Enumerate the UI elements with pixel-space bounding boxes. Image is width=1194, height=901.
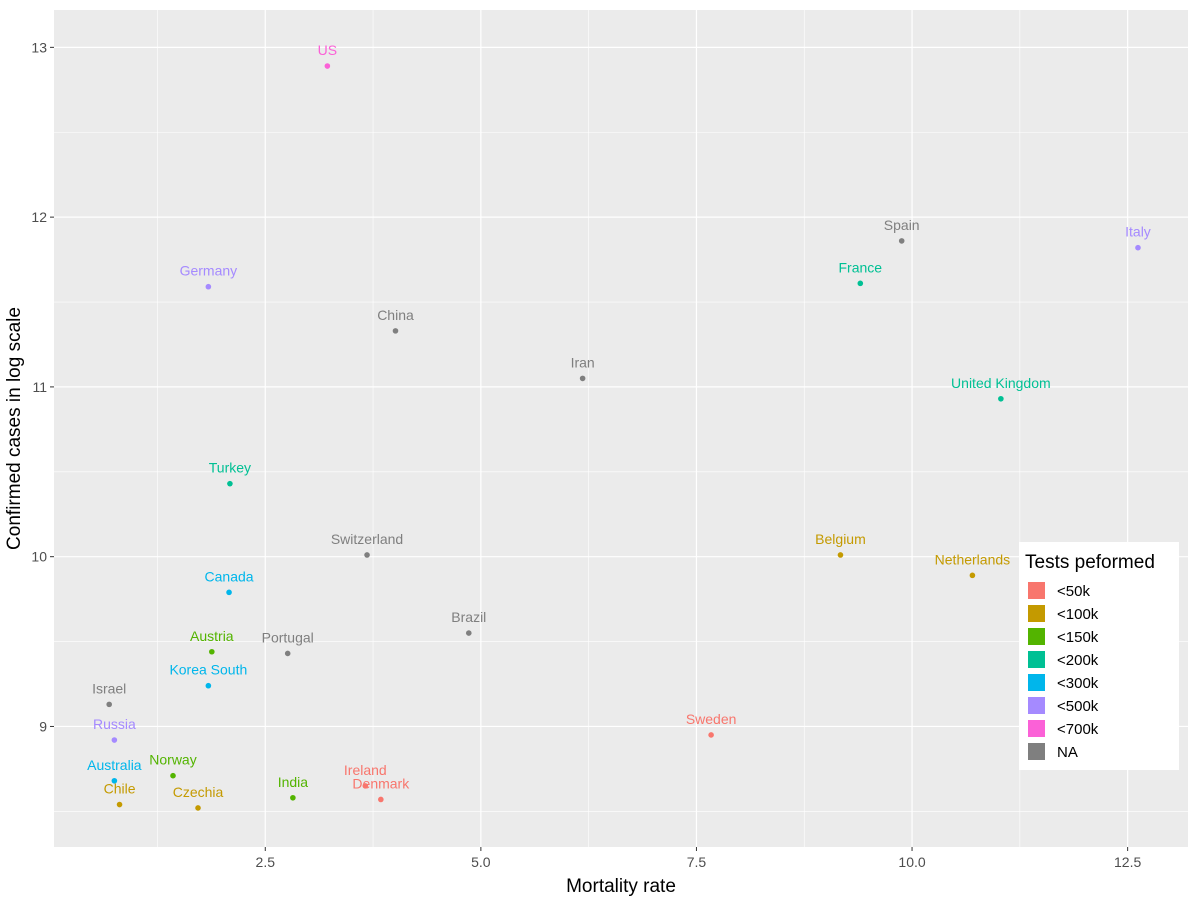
data-point	[392, 328, 399, 334]
point-label: Denmark	[352, 775, 410, 791]
data-points	[106, 63, 1141, 811]
point-label: France	[839, 259, 883, 275]
y-axis-title: Confirmed cases in log scale	[4, 307, 25, 550]
point-label: Ireland	[344, 762, 387, 778]
point-label: Chile	[104, 781, 136, 797]
legend-key	[1028, 605, 1045, 622]
major-gridlines	[54, 10, 1188, 847]
y-tick-label: 10	[31, 549, 47, 565]
minor-gridlines	[54, 10, 1188, 847]
legend-key	[1028, 720, 1045, 737]
point-labels: US Spain Italy Germany France China Iran United…	[87, 42, 1151, 800]
legend-label: <300k	[1057, 675, 1099, 692]
data-point	[324, 63, 331, 69]
x-tick-label: 10.0	[898, 854, 925, 870]
legend-key	[1028, 651, 1045, 668]
y-tick-label: 12	[31, 209, 47, 225]
data-point	[898, 238, 905, 244]
y-tick-label: 9	[39, 718, 47, 734]
point-label: Russia	[93, 716, 136, 732]
x-tick-label: 5.0	[471, 854, 491, 870]
legend-label: <100k	[1057, 606, 1099, 623]
legend-label: <150k	[1057, 629, 1099, 646]
x-axis: 2.5 5.0 7.5 10.0 12.5	[256, 847, 1141, 870]
data-point	[837, 552, 844, 558]
point-label: Brazil	[451, 609, 486, 625]
point-label: Sweden	[686, 711, 737, 727]
legend-label: <200k	[1057, 652, 1099, 669]
legend-key	[1028, 582, 1045, 599]
data-point	[969, 572, 976, 579]
legend-background	[1019, 542, 1179, 770]
point-label: Switzerland	[331, 531, 403, 547]
point-label: India	[278, 774, 309, 790]
y-tick-label: 11	[32, 379, 47, 395]
data-point	[205, 682, 212, 689]
legend-items: <50k <100k <150k <200k <300k <500k <700k NA	[1028, 582, 1099, 761]
point-label: Czechia	[173, 784, 224, 800]
legend: Tests peformed <50k<100k<150k<200k<300k<…	[1019, 542, 1179, 770]
point-label: China	[377, 307, 414, 323]
legend-label: <700k	[1057, 721, 1099, 738]
point-label: Iran	[571, 354, 595, 370]
data-point	[195, 805, 201, 811]
legend-key	[1028, 628, 1045, 645]
data-point	[170, 772, 176, 779]
data-point	[378, 796, 384, 803]
data-point	[106, 701, 112, 708]
x-tick-label: 7.5	[687, 854, 707, 870]
point-label: Australia	[87, 757, 142, 773]
legend-label: NA	[1057, 744, 1078, 761]
point-label: Turkey	[209, 460, 251, 476]
legend-label: <50k	[1057, 583, 1090, 600]
data-point	[111, 777, 118, 784]
data-point	[708, 732, 714, 738]
data-point	[1135, 244, 1141, 251]
point-label: Canada	[205, 568, 254, 584]
data-point	[205, 283, 212, 290]
legend-key	[1028, 674, 1045, 691]
data-point	[226, 589, 232, 596]
point-label: United Kingdom	[951, 375, 1051, 391]
x-axis-title: Mortality rate	[566, 876, 676, 897]
data-point	[465, 630, 472, 636]
point-label: Portugal	[262, 629, 314, 645]
y-tick-label: 13	[31, 39, 47, 55]
data-point	[227, 480, 233, 487]
legend-key	[1028, 743, 1045, 760]
point-label: Spain	[884, 217, 920, 233]
data-point	[998, 395, 1004, 402]
point-label: Norway	[149, 752, 196, 768]
point-label: Korea South	[169, 662, 247, 678]
data-point	[209, 648, 215, 655]
data-point	[284, 650, 291, 657]
data-point	[111, 737, 118, 743]
point-label: Austria	[190, 628, 234, 644]
legend-label: <500k	[1057, 698, 1099, 715]
x-tick-label: 12.5	[1114, 854, 1141, 870]
data-point	[116, 801, 123, 808]
y-axis: 9 10 11 12 13	[31, 39, 54, 734]
data-point	[364, 552, 370, 558]
legend-title: Tests peformed	[1025, 552, 1155, 573]
data-point	[362, 783, 369, 789]
point-label: Netherlands	[935, 551, 1011, 567]
legend-key	[1028, 697, 1045, 714]
data-point	[290, 794, 296, 801]
x-tick-label: 2.5	[256, 854, 276, 870]
data-point	[579, 375, 586, 382]
point-label: Germany	[180, 263, 238, 279]
point-label: Belgium	[815, 531, 866, 547]
point-label: Italy	[1125, 224, 1151, 240]
point-label: US	[318, 42, 337, 58]
point-label: Israel	[92, 680, 126, 696]
plot-panel	[54, 10, 1188, 847]
data-point	[857, 280, 864, 287]
